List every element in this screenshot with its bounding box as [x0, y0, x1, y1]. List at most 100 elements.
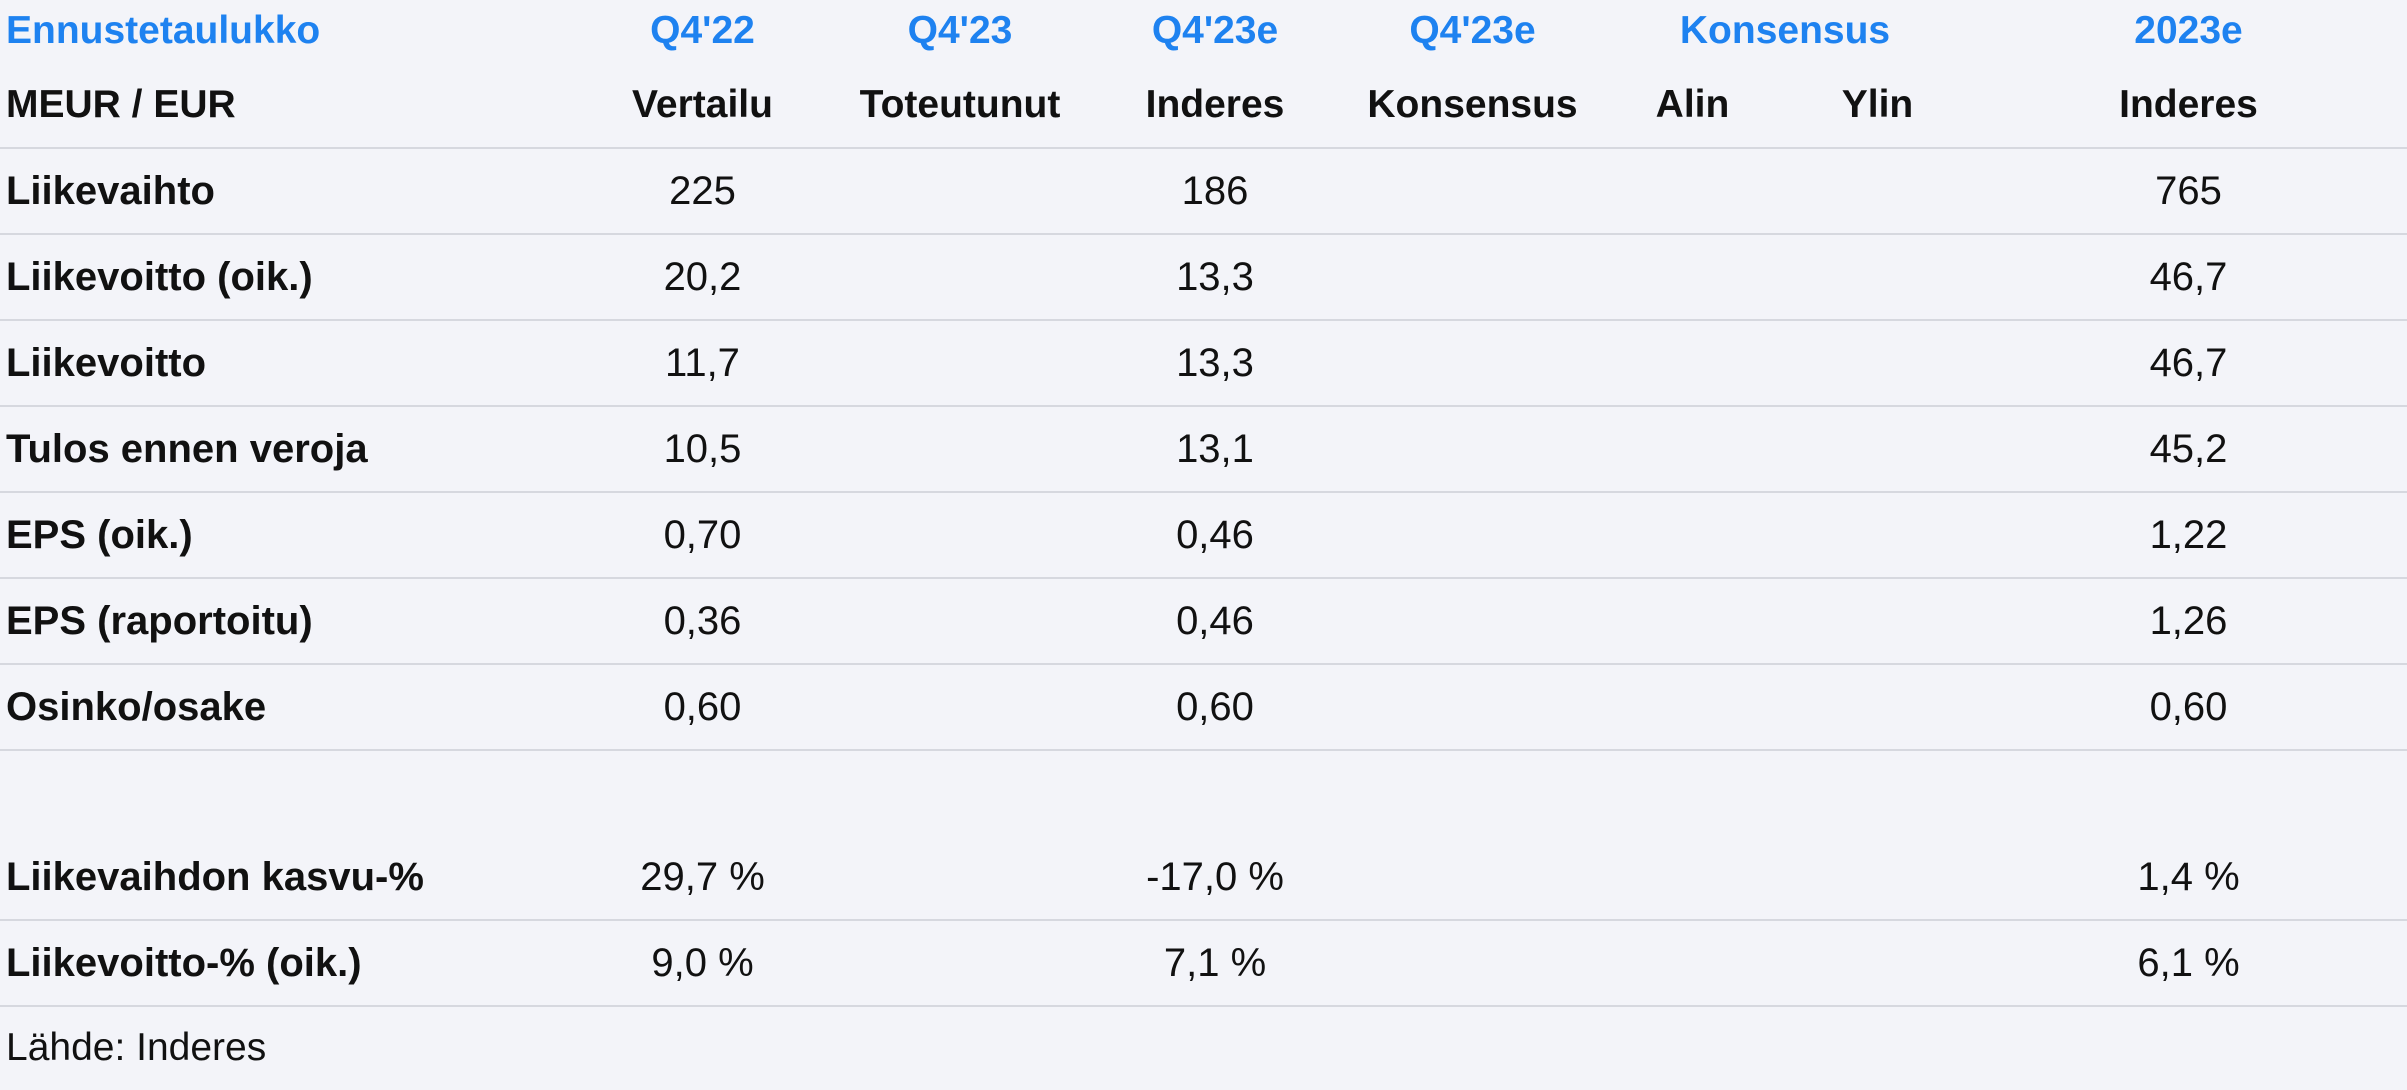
cell-high [1785, 234, 1970, 321]
cell-q4-23 [835, 320, 1085, 407]
cell-q4-23 [835, 406, 1085, 493]
cell-q4-23e: 186 [1085, 148, 1345, 235]
table-row: Liikevaihto 225 186 765 [0, 148, 2407, 235]
row-label: Tulos ennen veroja [0, 406, 570, 493]
row-label: EPS (raportoitu) [0, 578, 570, 665]
col-high: Ylin [1785, 62, 1970, 149]
cell-consensus [1345, 664, 1600, 751]
cell-q4-22: 11,7 [570, 320, 835, 407]
cell-consensus [1345, 148, 1600, 235]
row-label: Osinko/osake [0, 664, 570, 751]
cell-q4-23 [835, 492, 1085, 579]
cell-q4-22: 9,0 % [570, 920, 835, 1007]
cell-2023e: 6,1 % [1970, 920, 2407, 1007]
col-inderes: Inderes [1085, 62, 1345, 149]
cell-q4-23e: 13,3 [1085, 320, 1345, 407]
cell-2023e: 1,4 % [1970, 835, 2407, 921]
cell-low [1600, 835, 1785, 921]
col-consensus-group: Konsensus [1679, 9, 1891, 52]
cell-low [1600, 664, 1785, 751]
cell-low [1600, 578, 1785, 665]
row-label: Liikevaihdon kasvu-% [0, 835, 570, 921]
cell-2023e: 46,7 [1970, 234, 2407, 321]
cell-q4-23e: 0,60 [1085, 664, 1345, 751]
cell-consensus [1345, 492, 1600, 579]
cell-q4-22: 0,60 [570, 664, 835, 751]
cell-q4-23 [835, 148, 1085, 235]
cell-q4-23e: 7,1 % [1085, 920, 1345, 1007]
cell-low [1600, 920, 1785, 1007]
unit-label: MEUR / EUR [0, 62, 570, 149]
col-q4-23e-consensus-period: Q4'23e [1409, 9, 1536, 52]
source-note: Lähde: Inderes [6, 1026, 267, 1069]
cell-low [1600, 320, 1785, 407]
row-label: Liikevaihto [0, 148, 570, 235]
cell-high [1785, 320, 1970, 407]
cell-q4-22: 225 [570, 148, 835, 235]
table-row: Liikevoitto-% (oik.) 9,0 % 7,1 % 6,1 % [0, 920, 2407, 1007]
col-q4-22-period: Q4'22 [650, 9, 755, 52]
row-label: Liikevoitto-% (oik.) [0, 920, 570, 1007]
table-row: EPS (oik.) 0,70 0,46 1,22 [0, 492, 2407, 579]
row-label: Liikevoitto (oik.) [0, 234, 570, 321]
cell-q4-23e: -17,0 % [1085, 835, 1345, 921]
cell-high [1785, 492, 1970, 579]
cell-2023e: 1,26 [1970, 578, 2407, 665]
table-title: Ennustetaulukko [6, 9, 321, 52]
cell-high [1785, 578, 1970, 665]
cell-q4-23e: 13,1 [1085, 406, 1345, 493]
row-label: EPS (oik.) [0, 492, 570, 579]
col-inderes-year: Inderes [1970, 62, 2407, 149]
cell-q4-22: 29,7 % [570, 835, 835, 921]
table-row: EPS (raportoitu) 0,36 0,46 1,26 [0, 578, 2407, 665]
header-row-periods: Ennustetaulukko Q4'22 Q4'23 Q4'23e Q4'23… [0, 0, 2407, 62]
cell-2023e: 765 [1970, 148, 2407, 235]
col-consensus: Konsensus [1345, 62, 1600, 149]
cell-q4-23e: 0,46 [1085, 492, 1345, 579]
spacer-cell [0, 750, 2407, 835]
cell-low [1600, 234, 1785, 321]
cell-high [1785, 148, 1970, 235]
cell-q4-22: 0,70 [570, 492, 835, 579]
cell-2023e: 1,22 [1970, 492, 2407, 579]
col-actual: Toteutunut [835, 62, 1085, 149]
col-2023e-period: 2023e [2134, 9, 2243, 52]
cell-q4-23 [835, 920, 1085, 1007]
cell-q4-23e: 0,46 [1085, 578, 1345, 665]
forecast-table: Ennustetaulukko Q4'22 Q4'23 Q4'23e Q4'23… [0, 0, 2407, 1007]
col-low: Alin [1600, 62, 1785, 149]
cell-q4-23 [835, 664, 1085, 751]
table-row: Liikevaihdon kasvu-% 29,7 % -17,0 % 1,4 … [0, 835, 2407, 921]
cell-high [1785, 664, 1970, 751]
cell-consensus [1345, 320, 1600, 407]
col-q4-23-period: Q4'23 [907, 9, 1013, 52]
table-row: Liikevoitto 11,7 13,3 46,7 [0, 320, 2407, 407]
cell-consensus [1345, 835, 1600, 921]
cell-low [1600, 406, 1785, 493]
cell-consensus [1345, 920, 1600, 1007]
cell-high [1785, 406, 1970, 493]
cell-consensus [1345, 406, 1600, 493]
table-row: Liikevoitto (oik.) 20,2 13,3 46,7 [0, 234, 2407, 321]
table-spacer [0, 750, 2407, 835]
cell-low [1600, 148, 1785, 235]
cell-q4-22: 20,2 [570, 234, 835, 321]
cell-high [1785, 920, 1970, 1007]
cell-high [1785, 835, 1970, 921]
table-row: Osinko/osake 0,60 0,60 0,60 [0, 664, 2407, 751]
cell-consensus [1345, 234, 1600, 321]
col-comparison: Vertailu [570, 62, 835, 149]
cell-2023e: 0,60 [1970, 664, 2407, 751]
cell-2023e: 46,7 [1970, 320, 2407, 407]
cell-q4-23 [835, 234, 1085, 321]
cell-q4-23 [835, 578, 1085, 665]
cell-q4-23e: 13,3 [1085, 234, 1345, 321]
cell-2023e: 45,2 [1970, 406, 2407, 493]
col-q4-23e-inderes-period: Q4'23e [1151, 9, 1279, 52]
cell-consensus [1345, 578, 1600, 665]
cell-q4-22: 0,36 [570, 578, 835, 665]
table-row: Tulos ennen veroja 10,5 13,1 45,2 [0, 406, 2407, 493]
cell-q4-22: 10,5 [570, 406, 835, 493]
header-row-sources: MEUR / EUR Vertailu Toteutunut Inderes K… [0, 62, 2407, 149]
